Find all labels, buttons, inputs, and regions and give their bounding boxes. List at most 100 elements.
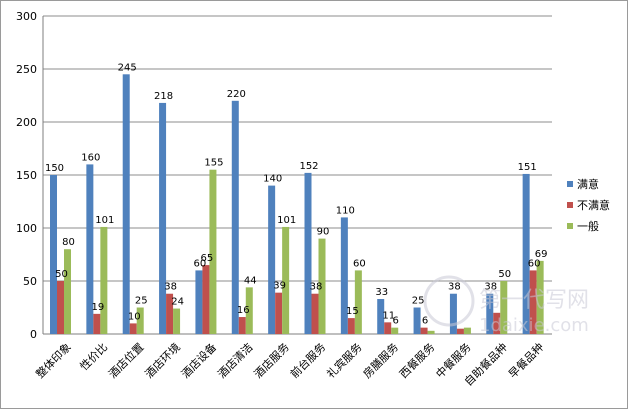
bars	[50, 74, 544, 335]
data-label: 152	[299, 161, 318, 172]
data-label: 140	[263, 174, 282, 185]
data-label: 25	[412, 296, 425, 307]
data-label: 16	[237, 305, 250, 316]
bar-neutral	[136, 307, 144, 334]
y-tick-label: 0	[30, 328, 37, 341]
bar-neutral	[391, 327, 399, 334]
watermark-main: 第一代写网	[479, 288, 589, 313]
bar-neutral	[282, 226, 290, 334]
bar-neutral	[354, 270, 362, 334]
data-label: 15	[346, 306, 359, 317]
y-axis-ticks: 0 50 100 150 200 250 300	[16, 10, 37, 341]
data-label: 65	[201, 253, 214, 264]
bar-neutral	[463, 327, 471, 334]
bar-neutral	[536, 260, 544, 334]
data-label: 38	[164, 282, 177, 293]
data-label: 101	[95, 215, 114, 226]
category-label: 前台服务	[287, 340, 328, 381]
y-tick-label: 300	[16, 10, 37, 23]
category-label: 酒店清洁	[215, 340, 256, 381]
bar-neutral	[209, 169, 217, 334]
data-label: 245	[118, 62, 137, 73]
category-label: 早餐品种	[505, 340, 546, 381]
legend-swatch	[567, 223, 573, 229]
bar-dissatisfied	[493, 312, 501, 334]
category-label: 酒店服务	[251, 340, 292, 381]
data-label: 151	[518, 162, 537, 173]
data-label: 11	[382, 310, 395, 321]
data-label: 6	[422, 316, 428, 327]
data-label: 90	[317, 227, 330, 238]
bar-neutral	[318, 238, 326, 334]
data-label: 155	[204, 158, 223, 169]
bar-dissatisfied	[166, 293, 174, 334]
bar-dissatisfied	[384, 322, 392, 334]
bar-satisfied	[522, 173, 530, 334]
bar-satisfied	[122, 74, 130, 335]
bar-satisfied	[304, 172, 312, 334]
data-label: 218	[154, 91, 173, 102]
bar-neutral	[245, 287, 253, 334]
data-label: 110	[336, 205, 355, 216]
data-label: 101	[277, 215, 296, 226]
legend-label: 不满意	[577, 198, 610, 212]
bar-satisfied	[413, 307, 421, 334]
data-label: 220	[227, 89, 246, 100]
legend-swatch	[567, 202, 573, 208]
bar-satisfied	[159, 102, 167, 334]
bar-neutral	[173, 308, 181, 334]
data-label: 10	[128, 311, 141, 322]
data-label: 69	[535, 249, 548, 260]
bar-satisfied	[340, 217, 348, 334]
watermark-sub: 1daixie.com	[479, 315, 589, 336]
bar-satisfied	[486, 293, 494, 334]
y-tick-label: 200	[16, 116, 37, 129]
data-labels: 1505080160191012451025218382460651552201…	[45, 62, 548, 326]
category-label: 酒店位置	[105, 340, 146, 381]
bar-satisfied	[268, 185, 276, 334]
legend-swatch	[567, 181, 573, 187]
bar-dissatisfied	[275, 292, 283, 334]
bar-dissatisfied	[129, 323, 137, 334]
category-label: 西餐服务	[396, 340, 437, 381]
legend-label: 一般	[577, 220, 599, 233]
data-label: 25	[135, 296, 148, 307]
data-label: 24	[171, 297, 184, 308]
bar-satisfied	[195, 270, 203, 334]
y-tick-label: 100	[16, 222, 37, 235]
data-label: 39	[273, 281, 286, 292]
category-labels: 整体印象 性价比酒店位置酒店环境酒店设备酒店清洁酒店服务前台服务礼宾服务房膳服务西…	[33, 340, 547, 389]
y-tick-label: 50	[23, 275, 37, 288]
data-label: 33	[375, 287, 388, 298]
bar-satisfied	[86, 164, 94, 334]
y-tick-label: 150	[16, 169, 37, 182]
bar-dissatisfied	[57, 281, 64, 334]
category-label: 酒店环境	[142, 340, 183, 381]
category-label: 酒店设备	[178, 340, 219, 381]
y-tick-label: 250	[16, 63, 37, 76]
data-label: 38	[310, 282, 323, 293]
bar-neutral	[427, 330, 435, 334]
category-label: 整体印象	[33, 340, 74, 381]
bar-dissatisfied	[202, 265, 210, 334]
watermark: 第一代写网 1daixie.com	[423, 275, 589, 336]
data-label: 50	[55, 269, 68, 280]
data-label: 38	[448, 282, 461, 293]
bar-neutral	[500, 281, 508, 334]
bar-satisfied	[231, 100, 239, 334]
data-label: 6	[393, 316, 399, 327]
bar-neutral	[64, 249, 71, 334]
data-label: 60	[528, 258, 541, 269]
bar-satisfied	[50, 175, 57, 334]
bar-dissatisfied	[311, 293, 319, 334]
bar-dissatisfied	[456, 328, 464, 334]
category-label: 性价比	[77, 340, 110, 373]
data-label: 160	[81, 152, 100, 163]
data-label: 50	[498, 269, 511, 280]
category-label: 房膳服务	[360, 340, 401, 381]
bar-neutral	[100, 226, 108, 334]
bar-dissatisfied	[347, 318, 355, 334]
data-label: 19	[91, 302, 104, 313]
